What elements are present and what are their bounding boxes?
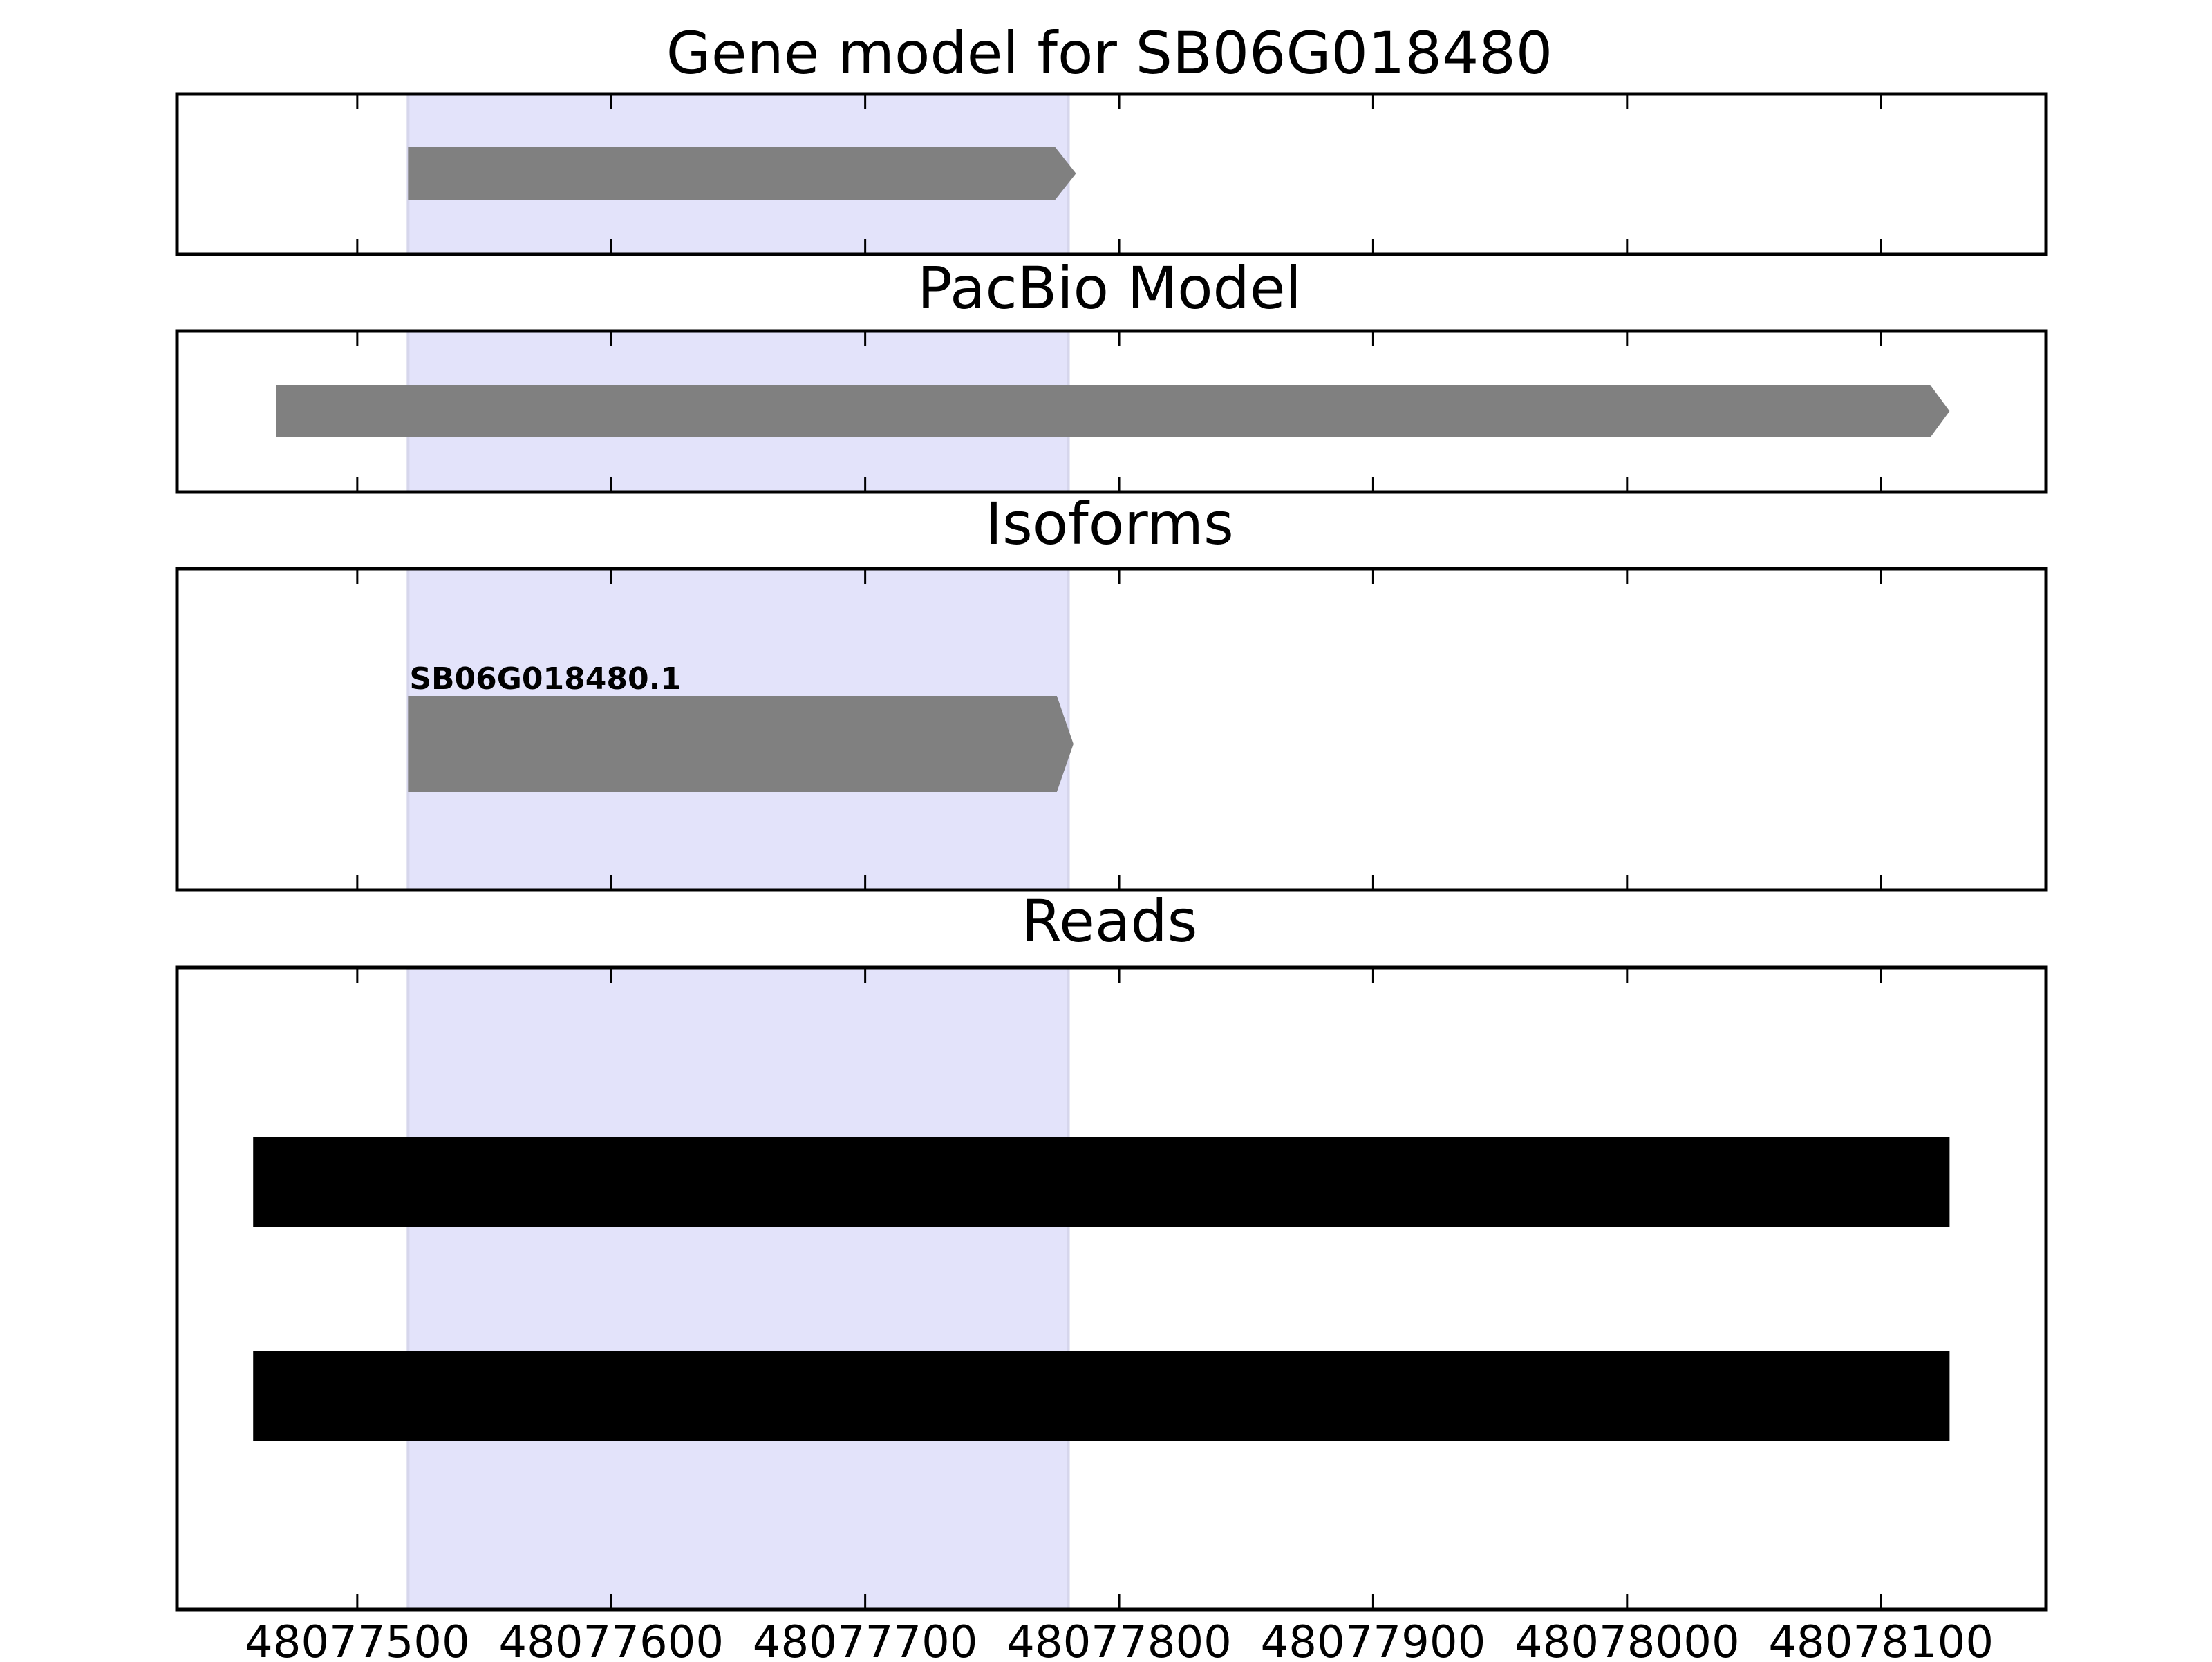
read-bar [253,1351,1950,1441]
gene-feature-arrow [408,147,1076,200]
x-tick-label: 48078000 [1515,1617,1740,1659]
x-tick-label: 48077700 [753,1617,978,1659]
panel-reads [175,965,2048,1612]
panel-frame [175,965,2048,1612]
x-tick-label: 48077600 [498,1617,724,1659]
panel-title-gene-model: Gene model for SB06G018480 [666,19,1553,87]
x-tick-label: 48078100 [1768,1617,1994,1659]
panel-frame [175,92,2048,256]
panel-title-isoforms: Isoforms [985,490,1234,558]
highlight-region [406,966,1070,1611]
x-tick-label: 48077500 [245,1617,470,1659]
panel-title-reads: Reads [1022,887,1198,955]
panel-title-pacbio-model: PacBio Model [917,254,1302,322]
gene-feature-arrow [408,696,1074,792]
read-bar [253,1137,1950,1227]
panel-pacbio-model [175,329,2048,494]
panel-frame [175,567,2048,892]
x-tick-label: 48077900 [1261,1617,1486,1659]
panel-gene-model [175,92,2048,256]
panel-frame [175,329,2048,494]
isoform-label: SB06G018480.1 [409,661,682,697]
gene-feature-arrow [276,385,1950,437]
x-axis-tick-labels: 48077500 48077600 48077700 48077800 48077900… [245,1617,1994,1662]
panel-isoforms: SB06G018480.1 [175,567,2048,892]
x-tick-label: 48077800 [1006,1617,1232,1659]
